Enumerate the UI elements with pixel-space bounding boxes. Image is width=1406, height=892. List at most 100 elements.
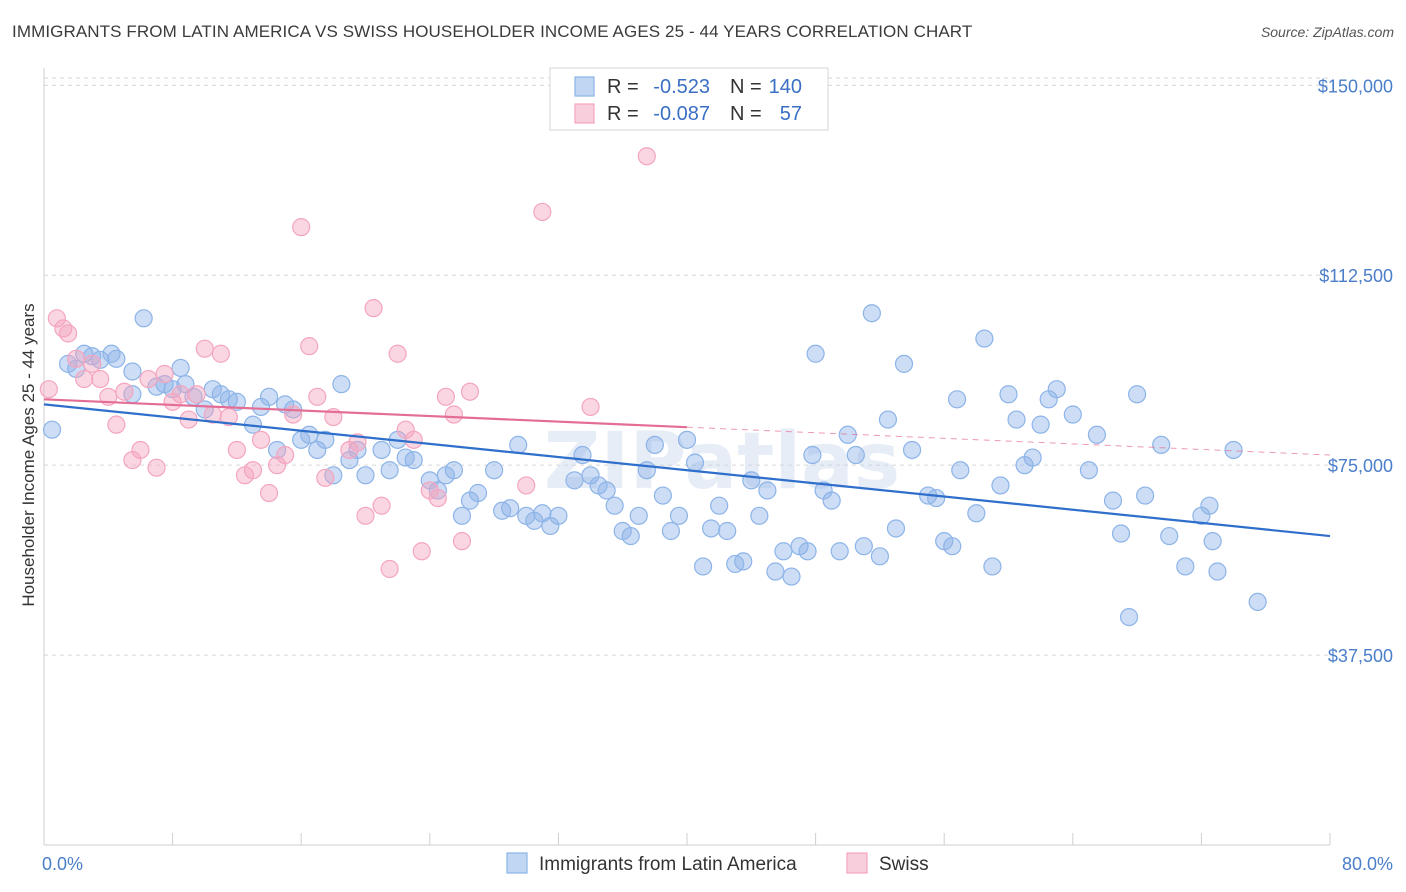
y-tick-label: $75,000 [1328, 456, 1393, 476]
y-tick-label: $37,500 [1328, 646, 1393, 666]
data-point [123, 362, 142, 381]
data-point [1103, 491, 1123, 510]
trend-line-extension-series-1 [686, 426, 1331, 456]
bottom-legend: Immigrants from Latin America Swiss [506, 852, 929, 875]
data-point [452, 532, 472, 551]
stats-legend-box [549, 67, 829, 131]
data-point [67, 349, 86, 368]
data-point [629, 506, 648, 525]
data-point [372, 496, 391, 515]
trend-line-series-1 [43, 398, 688, 429]
data-point [533, 202, 552, 222]
data-point [485, 461, 504, 480]
data-point [1111, 524, 1131, 543]
data-point [332, 375, 351, 394]
data-point [975, 329, 994, 348]
data-point [102, 344, 121, 363]
data-point [999, 385, 1018, 404]
data-point [1023, 448, 1042, 467]
data-point [444, 461, 464, 480]
data-point [243, 461, 263, 480]
data-point [251, 430, 271, 449]
data-point [107, 415, 126, 434]
x-tick-labels: 0.0% 80.0% [42, 854, 1393, 874]
data-point [1160, 526, 1179, 546]
data-point [1208, 562, 1227, 581]
bottom-legend-swatch [506, 852, 528, 874]
data-point [605, 496, 624, 515]
data-point [750, 506, 769, 525]
trend-line-series-0 [43, 403, 1331, 538]
data-point [637, 461, 656, 480]
stats-r-value: -0.523 [653, 76, 710, 98]
data-point [171, 358, 190, 378]
data-point [39, 380, 58, 399]
data-point [308, 387, 327, 406]
data-point [59, 324, 78, 343]
data-point [943, 537, 962, 556]
data-point [364, 299, 383, 318]
data-point [292, 218, 311, 237]
data-point [822, 491, 841, 510]
data-point [348, 433, 367, 452]
bottom-legend-label: Immigrants from Latin America [539, 854, 797, 875]
data-point [983, 557, 1002, 576]
data-point [316, 430, 335, 449]
stats-n-label: N = [730, 76, 762, 98]
data-point [947, 390, 967, 409]
data-point [967, 504, 986, 523]
data-point [412, 542, 431, 561]
data-point [107, 349, 126, 368]
data-point [468, 483, 488, 503]
data-point [565, 471, 584, 490]
data-point [75, 369, 94, 389]
data-point [774, 542, 793, 561]
data-point [219, 407, 238, 427]
data-point [734, 552, 753, 571]
data-point [669, 506, 689, 525]
data-point [517, 476, 536, 495]
data-point [878, 410, 898, 429]
data-point [1200, 496, 1219, 515]
data-point [782, 567, 801, 586]
data-point [300, 337, 319, 356]
data-point [718, 521, 737, 541]
stats-legend-swatch [574, 76, 595, 97]
data-point [621, 526, 640, 546]
stats-r-label: R = [607, 76, 639, 98]
data-point [91, 369, 110, 389]
data-point [693, 557, 713, 576]
series-0-points [42, 304, 1267, 627]
data-point [139, 369, 158, 389]
data-point [862, 304, 881, 323]
data-point [702, 519, 721, 538]
data-point [1007, 410, 1026, 429]
data-point [211, 344, 230, 363]
data-point [404, 450, 423, 470]
data-point [388, 344, 407, 363]
data-point [1224, 440, 1243, 460]
data-point [1087, 425, 1107, 444]
data-point [380, 559, 399, 579]
data-point [1063, 405, 1082, 424]
data-point [854, 537, 873, 556]
stats-legend: R = -0.523 N = 140 R = -0.087 N = 57 [549, 67, 829, 131]
data-point [452, 506, 472, 525]
y-tick-labels: $37,500 $75,000 $112,500 $150,000 [1318, 76, 1393, 666]
stats-legend-swatch [574, 103, 595, 124]
data-point [131, 440, 150, 460]
chart-title: IMMIGRANTS FROM LATIN AMERICA VS SWISS H… [12, 22, 973, 41]
bottom-legend-label: Swiss [879, 854, 929, 875]
data-point [645, 435, 664, 455]
data-point [830, 542, 849, 561]
data-point [766, 562, 785, 581]
data-point [581, 397, 600, 417]
bottom-legend-swatch [846, 852, 868, 874]
stats-n-value: 57 [780, 103, 802, 125]
data-points [39, 147, 1267, 627]
stats-n-value: 140 [769, 76, 802, 98]
trend-lines [43, 398, 1331, 538]
data-point [54, 319, 73, 338]
data-point [316, 468, 335, 487]
